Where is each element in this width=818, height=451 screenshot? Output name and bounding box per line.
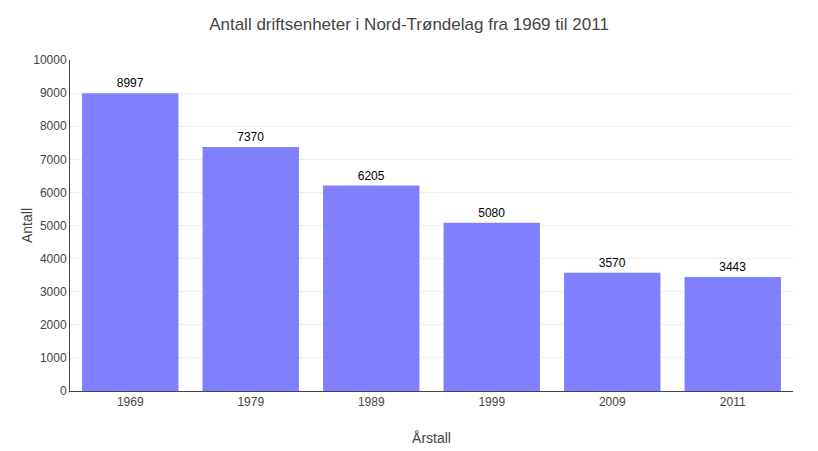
svg-text:0: 0 [60, 384, 67, 398]
svg-text:Årstall: Årstall [412, 430, 451, 446]
svg-text:6205: 6205 [358, 169, 385, 183]
svg-text:7370: 7370 [237, 130, 264, 144]
svg-text:7000: 7000 [40, 153, 67, 167]
svg-text:8997: 8997 [117, 76, 144, 90]
svg-text:8000: 8000 [40, 119, 67, 133]
svg-text:4000: 4000 [40, 252, 67, 266]
svg-text:2000: 2000 [40, 318, 67, 332]
svg-text:9000: 9000 [40, 86, 67, 100]
svg-text:3570: 3570 [599, 256, 626, 270]
svg-text:10000: 10000 [33, 53, 67, 67]
svg-text:6000: 6000 [40, 186, 67, 200]
svg-text:5000: 5000 [40, 219, 67, 233]
svg-text:1989: 1989 [358, 395, 385, 409]
svg-text:1979: 1979 [237, 395, 264, 409]
svg-text:Antall: Antall [19, 208, 35, 243]
svg-text:1000: 1000 [40, 351, 67, 365]
svg-text:2011: 2011 [720, 395, 746, 409]
svg-text:2009: 2009 [599, 395, 626, 409]
svg-text:1999: 1999 [478, 395, 505, 409]
svg-text:Antall driftsenheter i Nord-Tr: Antall driftsenheter i Nord-Trøndelag fr… [209, 15, 609, 34]
svg-text:1969: 1969 [117, 395, 144, 409]
svg-text:3443: 3443 [719, 260, 746, 274]
svg-text:5080: 5080 [478, 206, 505, 220]
svg-text:3000: 3000 [40, 285, 67, 299]
